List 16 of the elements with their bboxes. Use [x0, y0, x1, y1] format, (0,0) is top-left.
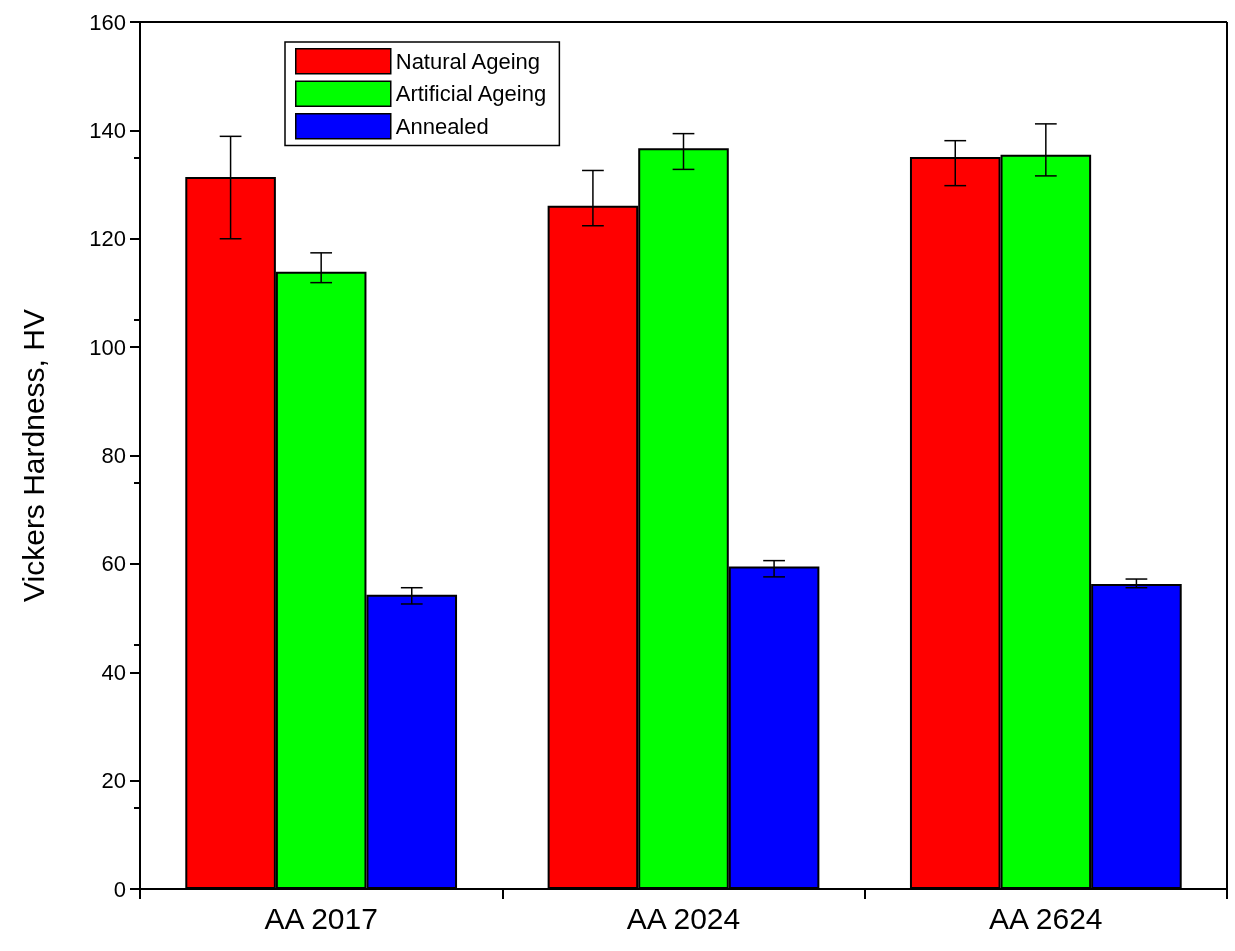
y-tick-label: 100 — [89, 334, 126, 360]
y-axis-title: Vickers Hardness, HV — [16, 309, 50, 602]
y-tick-label: 80 — [101, 443, 126, 468]
y-tick-label: 140 — [89, 117, 126, 143]
y-tick-label: 40 — [101, 659, 126, 685]
legend-label: Natural Ageing — [395, 48, 541, 74]
y-tick-label: 120 — [89, 226, 126, 252]
y-tick-label: 60 — [101, 551, 126, 577]
y-tick-label: 20 — [101, 768, 126, 794]
y-tick-label: 0 — [113, 876, 126, 902]
legend-label: Artificial Ageing — [395, 81, 547, 107]
x-tick-label: AA 2017 — [264, 901, 378, 935]
y-tick-label: 160 — [89, 9, 126, 35]
x-tick-label: AA 2624 — [989, 901, 1103, 935]
legend-label: Annealed — [395, 113, 489, 139]
x-tick-label: AA 2024 — [626, 901, 741, 935]
